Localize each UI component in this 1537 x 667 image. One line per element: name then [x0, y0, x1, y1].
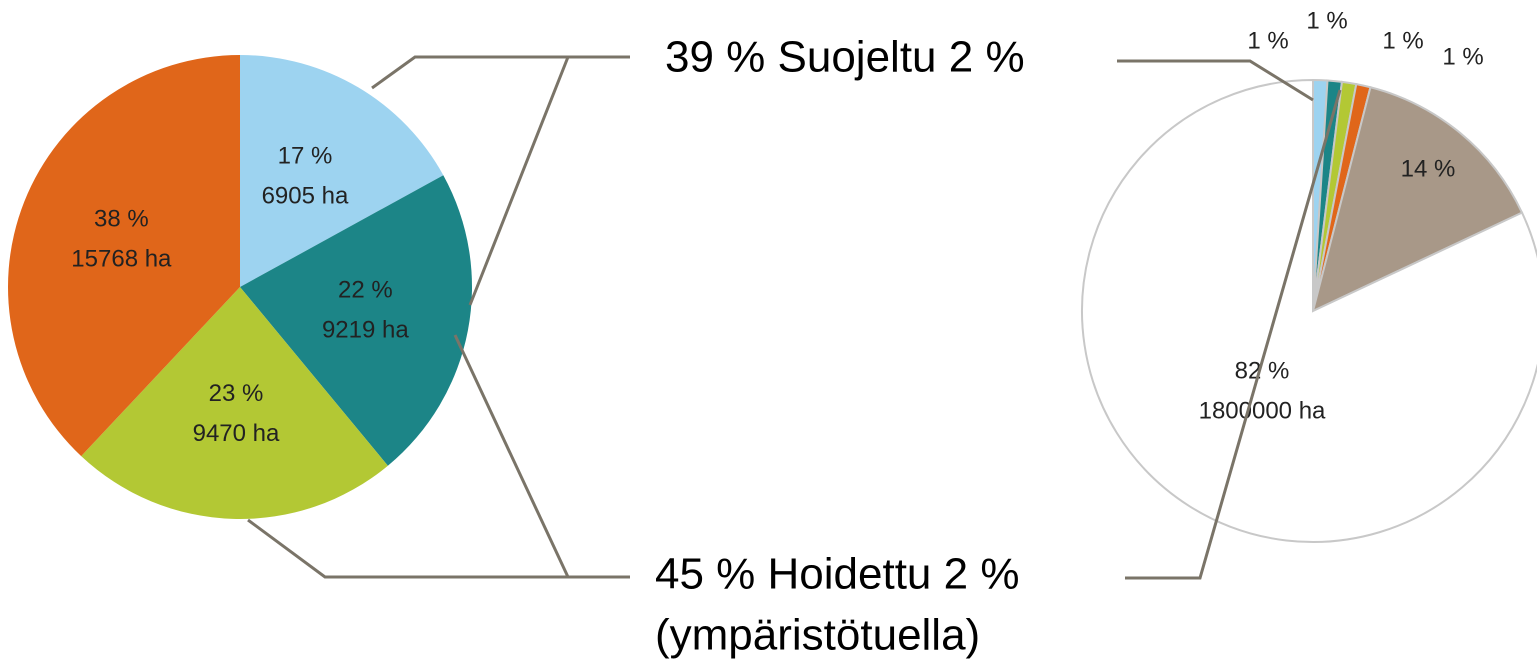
annotation: 39 % Suojeltu 2 % — [665, 33, 1025, 82]
annotation: (ympäristötuella) — [655, 611, 980, 660]
pie: 17 % 6905 ha 22 % 9219 ha 23 % 9470 ha 38 % 157… — [7, 55, 473, 519]
connector — [468, 56, 570, 306]
data-label: 22 % — [338, 276, 393, 303]
pie-slice — [1311, 86, 1524, 313]
pie-slice — [1081, 78, 1537, 543]
area-label: 6905 ha — [262, 183, 349, 210]
data-label: 1 % — [1306, 7, 1347, 34]
connector — [1125, 89, 1342, 580]
data-label: 14 % — [1401, 155, 1456, 182]
connector — [371, 55, 630, 90]
data-label: 23 % — [209, 380, 264, 407]
area-label: 1800000 ha — [1199, 397, 1326, 424]
area-label: 15768 ha — [71, 245, 172, 272]
pie: 1 %1 %1 %1 %14 %82 %1800000 ha — [1081, 7, 1537, 543]
data-label: 1 % — [1247, 27, 1288, 54]
connector — [1117, 59, 1314, 102]
connector — [247, 518, 630, 579]
data-label: 17 % — [278, 143, 333, 170]
pie-slice — [240, 175, 473, 466]
pie-slice — [7, 55, 240, 457]
annotation: 45 % Hoidettu 2 % — [655, 550, 1019, 599]
pie-slice — [240, 55, 444, 287]
data-label: 1 % — [1382, 27, 1423, 54]
data-label: 1 % — [1442, 43, 1483, 70]
area-label: 9219 ha — [322, 316, 409, 343]
data-label: 38 % — [94, 205, 149, 232]
connector — [453, 334, 570, 578]
connectors — [247, 55, 1342, 580]
pie-slice — [81, 287, 388, 519]
area-label: 9470 ha — [193, 420, 280, 447]
